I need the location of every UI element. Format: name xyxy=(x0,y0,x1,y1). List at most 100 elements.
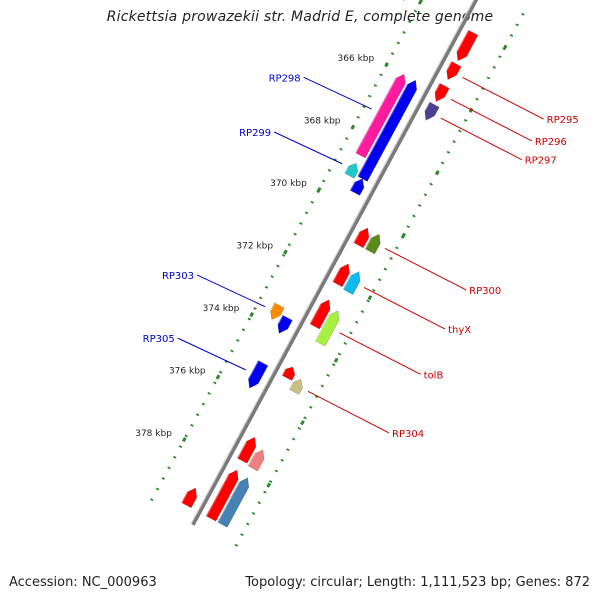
ruler-tick xyxy=(215,374,221,380)
ruler-dot xyxy=(251,511,256,515)
gene-arrow[interactable] xyxy=(424,101,440,121)
gene-arrow[interactable] xyxy=(456,29,479,62)
gene-arrow[interactable] xyxy=(270,302,285,320)
gene-arrow[interactable] xyxy=(288,378,303,395)
ruler-dot xyxy=(167,466,171,470)
gene-arrow[interactable] xyxy=(236,436,257,464)
gene-arrow[interactable] xyxy=(446,60,462,81)
ruler-dot xyxy=(343,341,347,345)
ruler-tick xyxy=(283,249,288,255)
gene-arrow[interactable] xyxy=(314,310,340,347)
gene-highlight xyxy=(331,267,341,283)
gene-highlight xyxy=(434,82,441,93)
ruler-dot xyxy=(417,203,422,207)
ruler-dot xyxy=(320,384,324,388)
ruler-dot xyxy=(429,182,433,186)
ruler-dot xyxy=(362,105,366,109)
gene-arrow[interactable] xyxy=(277,314,293,334)
gene-arrow[interactable] xyxy=(349,178,365,196)
ruler-dot xyxy=(236,338,240,342)
gene-arrow[interactable] xyxy=(248,360,269,389)
gene-highlight xyxy=(343,165,350,174)
ruler-dot xyxy=(178,445,183,449)
gene-label-leader xyxy=(339,332,421,375)
tick-label: 376 kbp xyxy=(169,366,206,376)
gene-highlight xyxy=(277,314,284,325)
gene-arrow[interactable] xyxy=(434,82,450,102)
ruler-dot xyxy=(326,373,330,377)
gene-highlight xyxy=(356,84,408,177)
gene-label-leader xyxy=(462,77,544,120)
ruler-dot xyxy=(423,193,428,197)
ruler-dot xyxy=(201,402,206,406)
gene-highlight xyxy=(314,314,331,342)
gene-highlight xyxy=(269,302,276,311)
ruler-dot xyxy=(280,458,284,462)
gene-label: RP296 xyxy=(535,137,567,148)
ruler-tick xyxy=(367,295,373,301)
tick-label: 366 kbp xyxy=(338,54,375,64)
ruler-dot xyxy=(492,65,496,69)
gene-label-leader xyxy=(273,131,343,165)
ruler-dot xyxy=(274,469,279,473)
gene-highlight xyxy=(352,231,361,244)
ruler-dot xyxy=(379,73,383,77)
tick-label: 378 kbp xyxy=(135,429,172,439)
gene-highlight xyxy=(354,77,397,154)
tick-label: 370 kbp xyxy=(270,179,307,189)
gene-label: tolB xyxy=(424,370,444,381)
ruler-dot xyxy=(240,533,244,537)
ruler-dot xyxy=(446,150,451,154)
gene-arrow[interactable] xyxy=(357,79,418,182)
gene-label: thyX xyxy=(448,325,471,336)
gene-label-leader xyxy=(363,287,446,330)
gene-label-leader xyxy=(307,390,390,434)
map-title: Rickettsia prowazekii str. Madrid E, com… xyxy=(106,9,494,25)
gene-highlight xyxy=(288,381,294,390)
ruler-dot xyxy=(475,97,479,101)
genome-backbone xyxy=(191,0,479,526)
ruler-tick xyxy=(249,312,255,318)
gene-arrow[interactable] xyxy=(355,73,406,159)
ruler-dot xyxy=(498,55,502,59)
gene-arrow[interactable] xyxy=(332,263,350,288)
gene-label: RP305 xyxy=(143,334,175,345)
gene-arrow[interactable] xyxy=(281,366,296,381)
ruler-dot xyxy=(360,310,365,314)
gene-arrow[interactable] xyxy=(309,299,331,330)
backbone-highlight xyxy=(190,0,475,525)
ruler-dot xyxy=(373,83,378,87)
ruler-tick xyxy=(350,124,356,130)
ruler-dot xyxy=(190,423,194,427)
gene-highlight xyxy=(342,275,352,290)
gene-arrow[interactable] xyxy=(205,469,239,522)
ruler-dot xyxy=(356,115,360,119)
ruler-tick xyxy=(300,420,305,426)
ruler-dot xyxy=(395,246,399,250)
gene-label: RP295 xyxy=(547,115,579,126)
gene-arrow[interactable] xyxy=(342,271,361,296)
tick-label: 372 kbp xyxy=(236,241,273,251)
gene-arrow[interactable] xyxy=(247,449,265,472)
ruler-dot xyxy=(218,370,223,374)
ruler-dot xyxy=(172,455,177,459)
tick-label: 364 kbp xyxy=(371,0,408,2)
gene-label-leader xyxy=(384,247,467,291)
ruler-dot xyxy=(377,278,382,282)
ruler-dot xyxy=(263,490,267,494)
ruler-dot xyxy=(509,33,514,37)
gene-arrow[interactable] xyxy=(364,233,381,255)
gene-arrow[interactable] xyxy=(181,487,198,509)
ruler-dot xyxy=(440,161,445,165)
ruler-dot xyxy=(257,501,261,505)
gene-arrow[interactable] xyxy=(353,227,370,249)
ruler-dot xyxy=(276,264,280,268)
gene-highlight xyxy=(247,359,260,380)
gene-label: RP299 xyxy=(239,128,271,139)
ruler-tick xyxy=(266,482,272,488)
gene-arrow[interactable] xyxy=(344,162,359,179)
ruler-tick xyxy=(401,232,406,238)
ruler-dot xyxy=(234,543,239,547)
gene-arrow[interactable] xyxy=(217,477,250,528)
